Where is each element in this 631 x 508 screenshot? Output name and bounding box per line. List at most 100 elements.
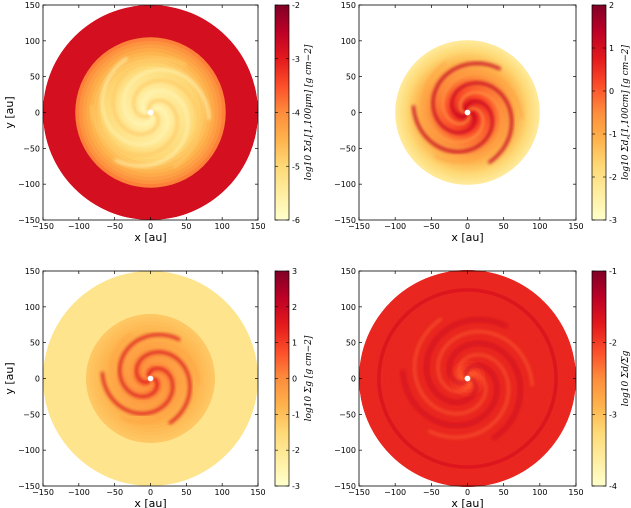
- spiral-arm: [441, 71, 523, 125]
- colorbar-tick-label: -3: [292, 482, 300, 491]
- y-tick-label: 100: [25, 37, 40, 46]
- x-tick-label: 100: [532, 488, 547, 497]
- x-tick-label: 50: [499, 488, 509, 497]
- spiral-arm: [100, 366, 175, 416]
- x-axis-label: x [au]: [451, 231, 483, 244]
- y-tick-label: −50: [23, 410, 40, 419]
- x-axis-label: x [au]: [134, 497, 166, 508]
- spiral-arm: [401, 363, 499, 428]
- x-tick-label: 0: [148, 488, 153, 497]
- x-tick-label: −100: [68, 222, 90, 231]
- y-tick-label: −100: [334, 180, 356, 189]
- panel-1: −150 −100 −50 0 50 100 150 150 100 50 0 −50 −100 −150…: [3, 1, 314, 244]
- inner-cavity: [147, 109, 154, 116]
- colorbar-tick-label: -1: [609, 267, 617, 276]
- colorbar-tick-label: 2: [292, 303, 297, 312]
- y-tick-label: 50: [30, 73, 40, 82]
- y-tick-label: 150: [341, 1, 356, 10]
- spiral-arm: [450, 81, 514, 164]
- x-tick-label: −150: [348, 488, 370, 497]
- y-tick-label: −100: [18, 180, 40, 189]
- spiral-arm: [120, 359, 183, 424]
- x-tick-label: 150: [250, 222, 265, 231]
- x-tick-label: 100: [215, 222, 230, 231]
- spiral-arm: [101, 57, 169, 146]
- x-tick-label: 150: [568, 222, 583, 231]
- spiral-arm: [431, 61, 501, 135]
- disk-image-1: [43, 5, 258, 220]
- x-tick-label: 0: [465, 488, 470, 497]
- x-tick-label: 0: [148, 222, 153, 231]
- x-tick-label: −150: [348, 222, 370, 231]
- colorbar-tick-label: -2: [609, 339, 617, 348]
- colorbar-tick-label: 3: [292, 267, 297, 276]
- disk-image-4: [359, 270, 576, 487]
- spiral-arm: [428, 353, 510, 439]
- y-tick-label: −150: [334, 482, 356, 491]
- colorbar-tick-label: -4: [292, 109, 300, 118]
- x-tick-label: 50: [181, 222, 191, 231]
- colorbar-tick-label: -1: [609, 130, 617, 139]
- y-tick-label: −100: [18, 446, 40, 455]
- colorbar: [591, 270, 607, 487]
- y-tick-label: −150: [18, 216, 40, 225]
- y-tick-label: 150: [25, 267, 40, 276]
- colorbar-tick-label: -3: [292, 55, 300, 64]
- inner-cavity: [147, 375, 154, 382]
- spiral-arm: [447, 341, 522, 440]
- y-tick-label: 0: [35, 109, 40, 118]
- spiral-arm: [90, 98, 179, 157]
- y-tick-label: 0: [351, 375, 356, 384]
- x-tick-label: −50: [106, 222, 123, 231]
- spiral-arm: [122, 68, 211, 126]
- x-tick-label: −50: [423, 222, 440, 231]
- spiral-arm: [111, 57, 187, 136]
- spiral-arm: [411, 99, 494, 154]
- x-tick-label: −100: [68, 488, 90, 497]
- x-tick-label: −100: [384, 222, 406, 231]
- y-tick-label: −50: [339, 410, 356, 419]
- y-tick-label: −150: [18, 482, 40, 491]
- spiral-arm: [134, 350, 192, 425]
- spiral-arm: [422, 61, 485, 144]
- panel-4: −150 −100 −50 0 50 100 150 150 100 50 0 −50 −100 −150…: [334, 267, 631, 508]
- disk-image-2: [395, 40, 540, 185]
- colorbar-tick-label: 2: [609, 1, 614, 10]
- colorbar-label: log10 Σd/Σg: [621, 350, 631, 406]
- colorbar: [591, 4, 607, 221]
- colorbar-tick-label: -3: [609, 216, 617, 225]
- y-tick-label: −100: [334, 446, 356, 455]
- colorbar-tick-label: -2: [292, 1, 300, 10]
- y-tick-label: 50: [346, 73, 356, 82]
- colorbar-tick-label: -4: [609, 482, 617, 491]
- x-axis-label: x [au]: [451, 497, 483, 508]
- y-tick-label: 50: [30, 339, 40, 348]
- y-tick-label: 100: [341, 303, 356, 312]
- colorbar-tick-label: 0: [292, 375, 297, 384]
- y-tick-label: 150: [341, 267, 356, 276]
- disk-image-3: [43, 271, 258, 486]
- panel-3: −150 −100 −50 0 50 100 150 150 100 50 0 −50 −100 −150…: [3, 267, 314, 508]
- x-tick-label: −50: [106, 488, 123, 497]
- x-tick-label: 100: [215, 488, 230, 497]
- colorbar-tick-label: 1: [609, 44, 614, 53]
- colorbar-tick-label: 0: [609, 87, 614, 96]
- x-tick-label: 50: [181, 488, 191, 497]
- x-tick-label: −150: [32, 488, 54, 497]
- x-axis-label: x [au]: [134, 231, 166, 244]
- y-tick-label: 100: [25, 303, 40, 312]
- y-axis-label: y [au]: [3, 362, 16, 394]
- y-tick-label: −150: [334, 216, 356, 225]
- colorbar-tick-label: -3: [609, 410, 617, 419]
- spiral-arm: [127, 342, 200, 391]
- y-tick-label: 150: [25, 1, 40, 10]
- colorbar-label: log10 Σd,[1,100cm] [g cm−2]: [621, 44, 631, 180]
- spiral-arm: [424, 317, 508, 404]
- colorbar-label: log10 Σg [g cm−2]: [304, 335, 314, 421]
- y-tick-label: 0: [351, 109, 356, 118]
- colorbar-tick-label: -5: [292, 162, 300, 171]
- colorbar-tick-label: -2: [609, 173, 617, 182]
- inner-cavity: [464, 375, 471, 382]
- colorbar-label: log10 Σd,[1,100μm] [g cm−2]: [304, 44, 314, 180]
- spiral-arm: [434, 91, 504, 163]
